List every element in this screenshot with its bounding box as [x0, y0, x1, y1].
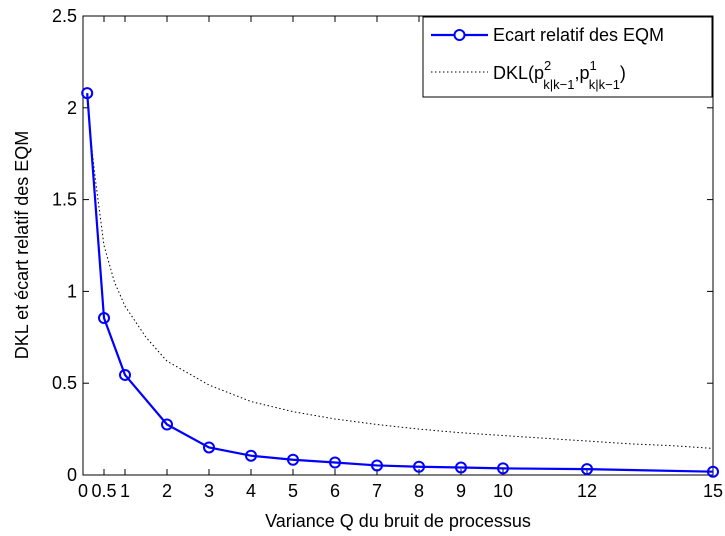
- series-eqm-point: [81, 87, 94, 100]
- series-eqm-point: [581, 463, 593, 476]
- series-eqm-point: [203, 441, 215, 454]
- series-dkl-line: [86, 98, 714, 449]
- legend-label-series-2-suffix: ): [620, 63, 626, 83]
- x-tick-label: 6: [330, 481, 340, 501]
- x-tick-label: 0: [78, 481, 88, 501]
- series-eqm-line: [86, 93, 714, 473]
- x-axis-label: Variance Q du bruit de processus: [265, 511, 531, 531]
- y-tick-label: 2.5: [52, 6, 77, 26]
- x-tick-label: 10: [493, 481, 513, 501]
- y-tick-label: 2: [67, 98, 77, 118]
- series-eqm-point: [119, 368, 131, 381]
- y-axis-label: DKL et écart relatif des EQM: [12, 131, 32, 359]
- legend-label-series-2-sup2: 1: [589, 58, 596, 73]
- series-eqm-point: [329, 456, 341, 469]
- legend-box: [422, 16, 713, 98]
- y-tick-label: 1.5: [52, 190, 77, 210]
- x-tick-label: 5: [288, 481, 298, 501]
- x-tick-label: 7: [372, 481, 382, 501]
- x-tick-label: 3: [204, 481, 214, 501]
- legend-label-series-1: Ecart relatif des EQM: [493, 25, 664, 45]
- x-tick-label: 1: [120, 481, 130, 501]
- legend-marker-series-1: [453, 29, 466, 41]
- legend-label-series-2-sub2: k|k−1: [589, 77, 620, 92]
- series-eqm-point: [497, 462, 509, 475]
- legend-label-series-2-mid: ,p: [574, 63, 589, 83]
- y-tick-label: 0: [67, 465, 77, 485]
- series-eqm-point: [707, 465, 719, 478]
- series-eqm-point: [371, 459, 383, 472]
- series-eqm-point: [161, 418, 173, 431]
- y-tick-label: 0.5: [52, 373, 77, 393]
- series-eqm-point: [413, 460, 425, 473]
- series-eqm-point: [245, 449, 257, 462]
- legend-label-series-2-sup1: 2: [544, 58, 551, 73]
- series-layer: [81, 87, 719, 478]
- legend-label-series-2: DKL(p2 k|k−1,p1 k|k−1): [493, 58, 626, 92]
- series-eqm-point: [287, 453, 299, 466]
- legend: Ecart relatif des EQM DKL(p2 k|k−1,p1 k|k−…: [422, 16, 713, 98]
- x-tick-label: 12: [577, 481, 597, 501]
- x-tick-label: 0.5: [91, 481, 116, 501]
- x-tick-label: 15: [703, 481, 723, 501]
- x-tick-label: 8: [414, 481, 424, 501]
- series-eqm-point: [98, 312, 110, 325]
- y-tick-label: 1: [67, 281, 77, 301]
- x-tick-label: 9: [456, 481, 466, 501]
- legend-label-series-2-sub1: k|k−1: [543, 77, 574, 92]
- x-tick-label: 4: [246, 481, 256, 501]
- legend-label-series-2-prefix: DKL(p: [493, 63, 544, 83]
- series-eqm-point: [455, 461, 467, 474]
- x-tick-label: 2: [162, 481, 172, 501]
